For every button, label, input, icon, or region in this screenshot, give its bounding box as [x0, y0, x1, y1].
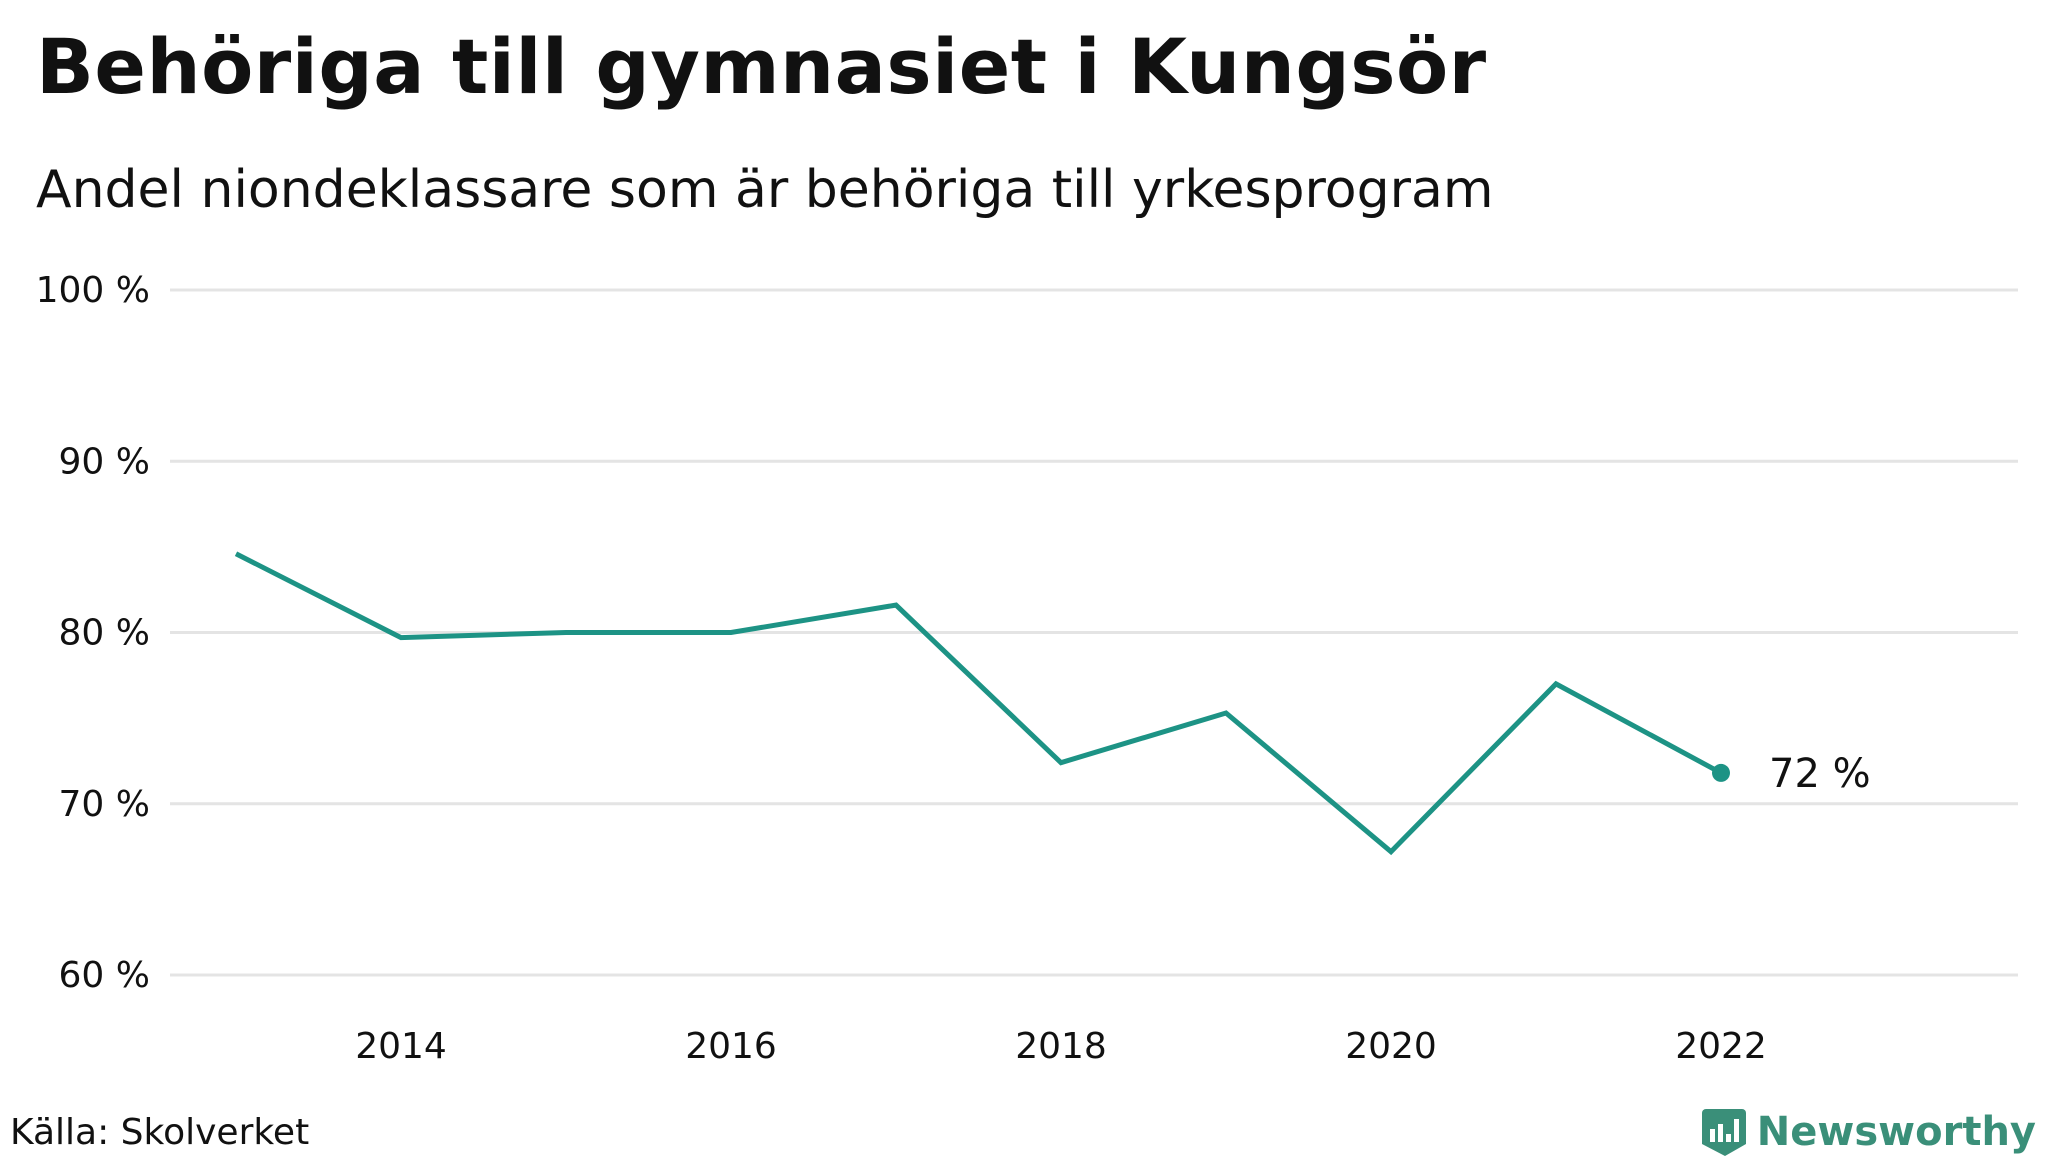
- y-axis-tick-labels: 60 % 70 % 80 % 90 % 100 %: [36, 270, 150, 996]
- x-axis-tick-labels: 2014 2016 2018 2020 2022: [355, 1026, 1767, 1067]
- end-value-label: 72 %: [1769, 751, 1871, 797]
- y-tick-label: 70 %: [59, 784, 150, 825]
- newsworthy-logo-icon: [1701, 1109, 1746, 1156]
- x-tick-label: 2014: [355, 1026, 447, 1067]
- x-tick-label: 2020: [1345, 1026, 1437, 1067]
- x-tick-label: 2022: [1675, 1026, 1767, 1067]
- chart-subtitle: Andel niondeklassare som är behöriga til…: [36, 160, 1494, 220]
- source-note: Källa: Skolverket: [10, 1112, 310, 1153]
- end-point-marker: [1712, 763, 1730, 782]
- x-tick-label: 2018: [1015, 1026, 1107, 1067]
- grid-lines: [170, 288, 2018, 977]
- series-points: [1712, 763, 1730, 782]
- y-tick-label: 90 %: [59, 441, 150, 482]
- chart-title: Behöriga till gymnasiet i Kungsör: [36, 22, 1487, 111]
- series-line: [234, 551, 1723, 856]
- x-tick-label: 2016: [685, 1026, 777, 1067]
- y-tick-label: 100 %: [36, 270, 150, 311]
- series-layer: [234, 551, 1723, 856]
- brand-name: Newsworthy: [1756, 1109, 2036, 1155]
- y-tick-label: 80 %: [59, 613, 150, 654]
- brand-lockup: Newsworthy: [1701, 1102, 2036, 1162]
- y-tick-label: 60 %: [59, 955, 150, 996]
